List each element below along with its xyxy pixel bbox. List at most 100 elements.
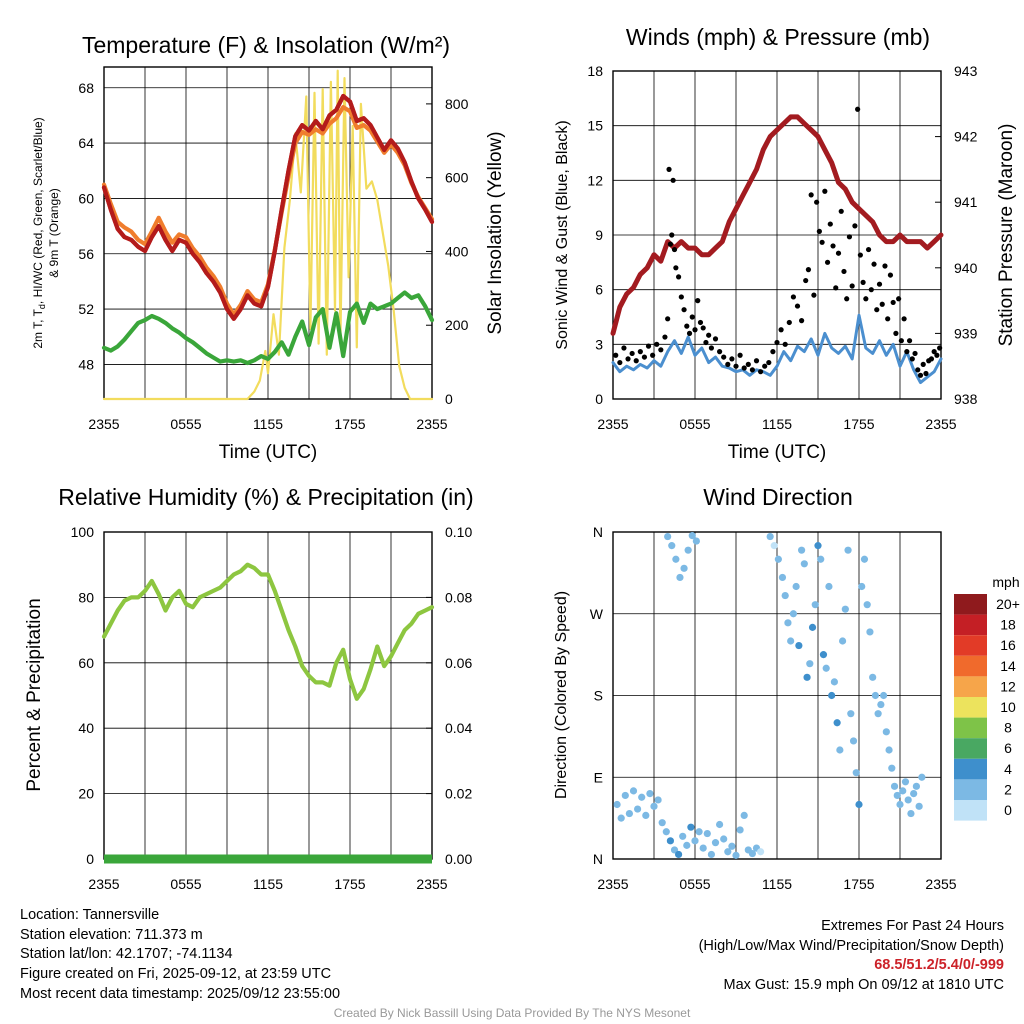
gust-point [741, 365, 747, 371]
x-tick-label: 1155 [762, 876, 792, 892]
gust-point [729, 356, 735, 362]
x-tick-label: 1755 [334, 876, 365, 892]
y-tick-label-right: 400 [445, 243, 469, 259]
y-tick-label-left: 80 [78, 589, 94, 605]
legend-swatch [954, 635, 987, 656]
gust-point [706, 332, 712, 338]
direction-point [684, 546, 692, 554]
direction-point [901, 778, 910, 786]
gust-point [816, 228, 822, 234]
legend-swatch [954, 758, 987, 780]
direction-point [672, 555, 680, 563]
gust-point [811, 292, 817, 298]
direction-point [703, 829, 711, 838]
direction-point [841, 605, 849, 613]
gust-point [665, 316, 671, 322]
direction-point [720, 835, 728, 843]
gust-point [613, 352, 619, 358]
legend-label: 4 [1004, 761, 1012, 777]
direction-point [907, 809, 915, 818]
direction-point [792, 582, 800, 591]
legend-label: 16 [1000, 637, 1016, 653]
gust-point [835, 250, 842, 256]
gust-point [662, 334, 668, 340]
direction-point [918, 773, 926, 781]
y-axis-label-right: Station Pressure (Maroon) [996, 124, 1017, 347]
gust-point [794, 303, 801, 309]
station-pressure-line [610, 114, 944, 336]
direction-point [625, 809, 634, 818]
gust-point [676, 274, 682, 280]
direction-point [858, 582, 866, 591]
gust-point [906, 338, 913, 344]
legend-label: 14 [1000, 658, 1016, 674]
direction-point [666, 837, 675, 845]
direction-point [748, 849, 757, 858]
x-tick-label: 2355 [597, 876, 628, 892]
y-tick-label-right: 800 [445, 96, 469, 112]
direction-point [789, 610, 798, 618]
gust-point [686, 330, 693, 336]
gust-point [904, 349, 910, 355]
y-tick-label-right: 940 [954, 260, 978, 276]
gust-point [871, 261, 877, 267]
y-tick-label-left: 100 [71, 524, 95, 540]
y-tick-label-left: 0 [86, 851, 94, 867]
direction-point [888, 764, 896, 772]
y-tick-label-left: 15 [587, 118, 603, 134]
direction-point [736, 826, 744, 834]
x-axis-label: Time (UTC) [728, 442, 827, 463]
direction-point [915, 802, 923, 810]
relative-humidity-line [101, 562, 435, 701]
x-tick-label: 2355 [597, 416, 628, 432]
wind-direction-panel: 2355 0555 1155 1755 2355 N E S W N Wind Direction D… [553, 484, 957, 892]
gust-point [855, 106, 861, 112]
gust-point [920, 361, 926, 367]
gust-point [849, 283, 855, 289]
legend-label: 6 [1004, 740, 1012, 756]
direction-point [757, 848, 765, 856]
direction-point [695, 828, 703, 836]
gust-point [670, 177, 676, 183]
gust-point [625, 356, 631, 362]
gust-point [654, 341, 660, 347]
gust-point [882, 263, 888, 269]
direction-point [683, 841, 691, 849]
gust-point [745, 361, 751, 367]
legend-swatch [954, 738, 987, 759]
direction-point [691, 837, 699, 845]
max-gust: Max Gust: 15.9 mph On 09/12 at 1810 UTC [723, 977, 1004, 994]
gust-point [770, 349, 776, 355]
direction-point [874, 710, 882, 718]
gust-point [893, 330, 899, 336]
gust-point [901, 316, 907, 322]
legend-swatch [954, 594, 987, 615]
direction-point [676, 573, 684, 582]
direction-point [866, 628, 874, 636]
direction-point [740, 811, 748, 820]
gust-point [865, 246, 872, 253]
direction-point [650, 802, 658, 810]
direction-point [613, 800, 621, 809]
gust-point [841, 268, 847, 275]
direction-point [634, 805, 642, 813]
y-tick-label-left: S [594, 688, 603, 704]
gust-point [879, 301, 885, 307]
gust-point [667, 241, 674, 247]
x-tick-label: 2355 [88, 876, 119, 892]
wind-speed-legend: mph 20+ 18 16 14 12 10 8 6 4 2 0 [954, 574, 1020, 821]
y-tick-label-left: E [594, 769, 603, 785]
y-tick-label-left: 3 [595, 336, 603, 352]
y-tick-label-left: 18 [587, 63, 603, 79]
direction-point [855, 800, 863, 809]
x-axis-label: Time (UTC) [219, 442, 318, 463]
y-axis-label-left: 2m T, Td, HI/WC (Red, Green, Scarlet/Blu… [31, 117, 47, 348]
direction-point [728, 842, 736, 850]
gust-point [830, 243, 836, 249]
y-tick-label-right: 0 [445, 391, 453, 407]
gust-point [876, 281, 883, 287]
gust-point [844, 296, 850, 302]
y-tick-label-right: 0.08 [445, 589, 472, 605]
gust-point [838, 208, 844, 214]
direction-point [692, 537, 700, 545]
